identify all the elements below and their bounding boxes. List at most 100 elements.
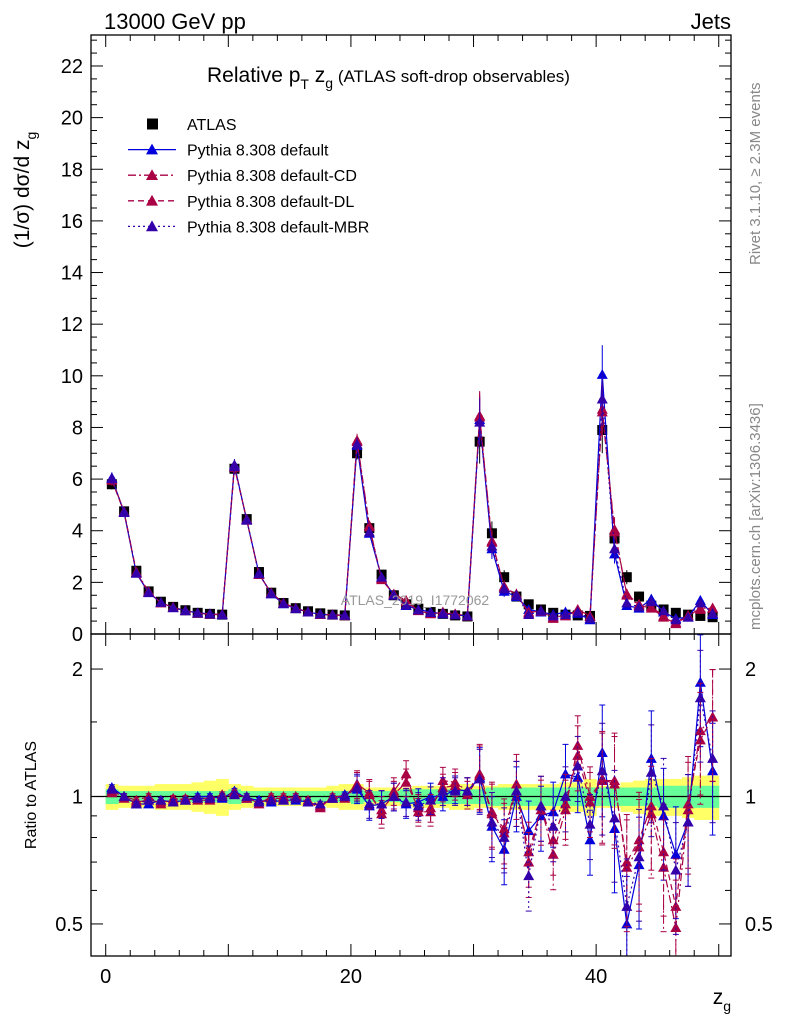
data-point — [572, 606, 584, 617]
y-tick-label: 22 — [61, 56, 83, 78]
data-point — [695, 610, 706, 621]
series-3 — [106, 383, 719, 627]
ratio-point — [572, 760, 584, 771]
ratio-point — [596, 765, 608, 776]
ratio-point — [670, 864, 682, 875]
ratio-point — [621, 856, 633, 867]
legend-item: Pythia 8.308 default-DL — [128, 194, 354, 211]
ratio-point — [547, 834, 559, 845]
ratio-y-tick-label: 2 — [72, 659, 83, 681]
legend-label: Pythia 8.308 default — [187, 143, 329, 160]
data-point — [351, 438, 363, 449]
legend-label: Pythia 8.308 default-MBR — [187, 219, 369, 236]
data-point — [277, 598, 289, 608]
data-point — [425, 607, 437, 617]
data-point — [498, 583, 510, 594]
legend-item: Pythia 8.308 default-CD — [128, 168, 357, 185]
data-point — [314, 608, 326, 619]
x-tick-label: 20 — [340, 966, 362, 988]
x-axis-label: zg — [713, 986, 731, 1014]
data-point — [461, 610, 473, 621]
legend-marker — [146, 169, 158, 180]
x-tick-label: 0 — [100, 966, 111, 988]
ratio-point — [474, 773, 486, 784]
ratio-frame — [90, 633, 732, 957]
ratio-point — [547, 820, 559, 831]
data-point — [682, 611, 694, 622]
ratio-point — [302, 796, 314, 807]
data-point — [596, 393, 608, 404]
ratio-point — [253, 796, 265, 807]
data-point — [694, 603, 706, 614]
ratio-line — [111, 716, 714, 928]
data-point — [559, 609, 571, 620]
data-point — [241, 514, 253, 525]
y-tick-label: 12 — [61, 314, 83, 336]
legend-label: ATLAS — [187, 117, 237, 134]
data-point — [388, 589, 400, 600]
ratio-point — [376, 804, 388, 815]
y-tick-label: 18 — [61, 159, 83, 181]
ratio-point — [437, 785, 449, 796]
data-point — [204, 608, 216, 619]
data-point — [621, 597, 633, 608]
ratio-point — [449, 785, 461, 796]
data-point — [106, 473, 118, 483]
ratio-point — [167, 796, 179, 807]
data-point — [302, 606, 314, 617]
legend-marker — [146, 220, 158, 232]
ratio-point — [584, 834, 596, 845]
data-point — [143, 586, 155, 597]
ratio-point — [204, 792, 216, 803]
ratio-plot-area — [106, 634, 719, 957]
watermark: ATLAS_2019_I1772062 — [341, 592, 490, 608]
data-point — [339, 609, 351, 620]
data-point — [645, 601, 657, 612]
y-tick-label: 0 — [72, 624, 83, 646]
ratio-point — [143, 794, 155, 805]
ratio-point — [155, 794, 167, 805]
ratio-y-tick-label-right: 0.5 — [745, 914, 773, 936]
data-point — [707, 607, 719, 618]
main-plot-area — [106, 345, 719, 629]
ratio-axes: 0.5 0.51 12 20 20 40 — [55, 634, 773, 988]
legend-marker — [146, 143, 158, 155]
ratio-panel: 0.5 0.51 12 20 20 40 Ratio to ATLAS zg — [23, 633, 773, 1014]
data-point — [609, 543, 621, 554]
data-point — [412, 604, 424, 615]
data-point — [363, 526, 375, 537]
ratio-point — [498, 832, 510, 842]
ratio-point — [584, 818, 596, 829]
rivet-label: Rivet 3.1.10, ≥ 2.3M events — [747, 83, 764, 266]
main-title: Relative pT zg (ATLAS soft-drop observab… — [207, 64, 570, 92]
ratio-point — [425, 794, 437, 805]
data-point — [621, 572, 632, 583]
ratio-point — [216, 790, 228, 801]
ratio-point — [388, 790, 400, 801]
ratio-point — [106, 783, 118, 794]
data-point — [167, 602, 179, 613]
main-panel: 0 2 4 6 8 10 12 14 16 18 20 22 Relative pT zg (ATLA… — [11, 34, 732, 646]
data-point — [449, 609, 461, 620]
ratio-point — [633, 851, 645, 862]
ratio-point — [351, 782, 363, 792]
ratio-point — [241, 790, 253, 801]
ratio-point — [376, 798, 388, 809]
ratio-point — [363, 789, 375, 800]
process-label: Jets — [691, 9, 731, 34]
ratio-point — [559, 790, 571, 801]
series-line — [111, 398, 713, 621]
ratio-point — [645, 752, 657, 763]
data-point — [130, 567, 142, 578]
main-y-axis-label: (1/σ) dσ/d zg — [11, 132, 39, 249]
main-axes: 0 2 4 6 8 10 12 14 16 18 20 22 — [61, 35, 731, 646]
ratio-point — [179, 794, 191, 805]
data-point — [179, 605, 191, 616]
data-point — [658, 605, 670, 616]
ratio-point — [265, 794, 277, 805]
legend-marker — [146, 194, 158, 206]
x-tick-label: 40 — [585, 966, 607, 988]
ratio-y-tick-label-right: 1 — [745, 786, 756, 808]
legend: ATLAS Pythia 8.308 default Pythia 8.308 de… — [128, 117, 369, 236]
ratio-y-tick-label: 0.5 — [55, 914, 83, 936]
